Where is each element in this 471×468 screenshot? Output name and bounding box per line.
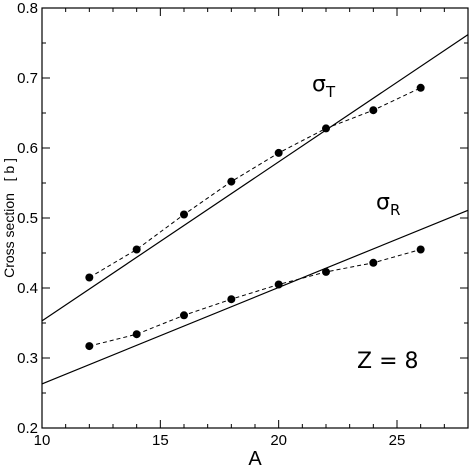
data-point [322,267,330,276]
y-tick-label: 0.7 [17,70,38,87]
data-point [369,258,378,267]
data-point [274,280,283,289]
svg-text:σR: σR [376,190,400,219]
sigma-r-symbol: σ [376,190,390,215]
data-point [180,210,188,219]
sigma-t-symbol: σ [312,72,326,97]
data-point [132,245,141,254]
y-axis-title: Cross section [ b ] [1,158,17,278]
x-axis-title: A [248,448,262,468]
x-tick-label: 20 [270,432,287,449]
series-dashed-line [89,87,421,278]
x-tick-label: 15 [152,432,169,449]
y-tick-label: 0.3 [17,350,38,367]
series-dashed-line [89,249,421,347]
x-tick-label: 10 [34,432,51,449]
sigma-t-subscript: T [325,83,336,101]
sigma-r-label: σR [376,190,400,219]
data-point [132,330,141,339]
data-point [416,83,425,92]
data-point [369,106,378,115]
y-tick-label: 0.6 [17,140,38,157]
y-tick-label: 0.8 [17,0,38,17]
series-lines [41,34,469,385]
z-annotation: Z = 8 [357,349,419,374]
linear-fit-line [41,34,469,322]
data-point [416,245,425,254]
x-tick-label: 25 [389,432,406,449]
linear-fit-line [41,209,469,385]
sigma-t-label: σT [312,72,336,101]
data-point [274,148,283,157]
data-point [85,342,94,351]
sigma-r-subscript: R [390,201,400,219]
data-point [180,311,188,320]
data-point [227,177,236,186]
data-point [85,273,94,282]
data-point [322,124,330,133]
series-points [85,83,425,351]
axis-ticks: 10 15 20 25 0.2 0.3 0.4 0.5 0.6 0.7 0.8 [17,0,469,449]
data-point [227,295,236,304]
y-tick-label: 0.4 [17,280,38,297]
y-tick-label: 0.5 [17,210,38,227]
y-tick-label: 0.2 [17,420,38,437]
svg-text:σT: σT [312,72,336,101]
